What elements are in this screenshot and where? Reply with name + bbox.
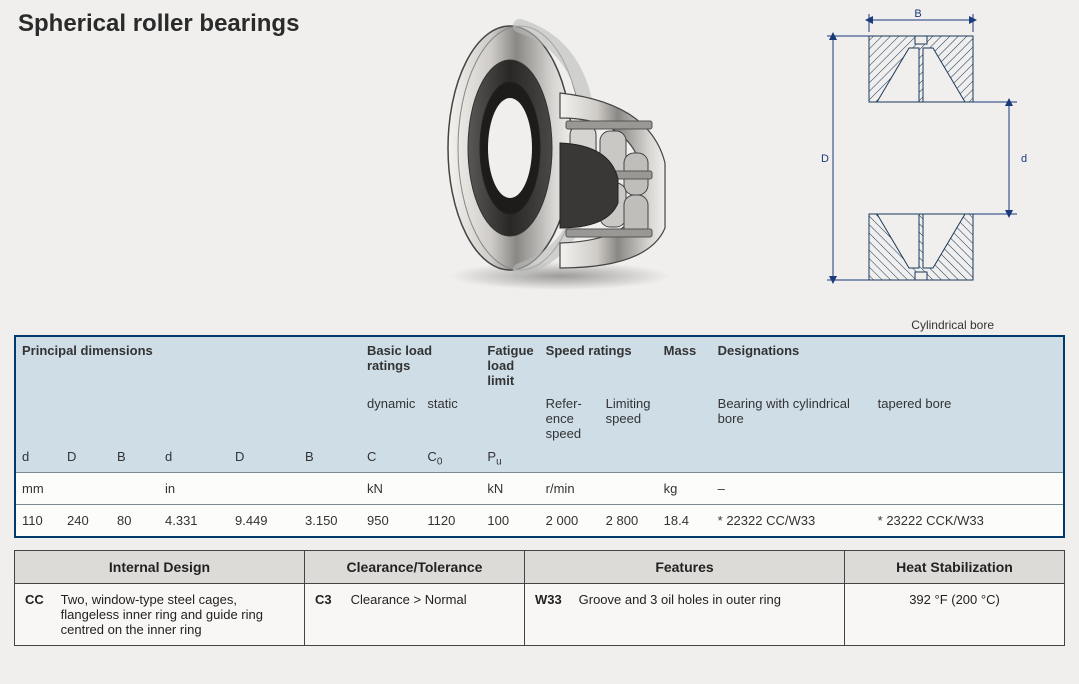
sub-tapered: tapered bore [872,392,1064,445]
props-row: CC Two, window-type steel cages, flangel… [15,583,1065,645]
hdr-designations: Designations [712,336,1064,392]
sym-C: C [361,445,421,472]
sub-refspeed: Refer-ence speed [540,392,600,445]
val-refspeed: 2 000 [540,504,600,537]
col-internal: Internal Design [15,550,305,583]
spec-table: Principal dimensions Basic load ratings … [14,335,1065,538]
sub-dynamic: dynamic [361,392,421,445]
val-C0: 1120 [421,504,481,537]
val-B-in: 3.150 [299,504,361,537]
hdr-mass: Mass [658,336,712,392]
val-desig-cyl: * 22322 CC/W33 [712,504,872,537]
unit-kN: kN [361,472,481,504]
internal-code: CC [25,592,57,607]
val-mass: 18.4 [658,504,712,537]
unit-dash: – [712,472,1064,504]
val-D-mm: 240 [61,504,111,537]
sub-static: static [421,392,481,445]
col-clearance: Clearance/Tolerance [305,550,525,583]
val-D-in: 9.449 [229,504,299,537]
dim-label-d: d [1021,153,1027,165]
sym-D2: D [229,445,299,472]
hdr-principal: Principal dimensions [15,336,361,392]
val-Pu: 100 [481,504,539,537]
sym-B2: B [299,445,361,472]
features-code: W33 [535,592,575,607]
val-limspeed: 2 800 [600,504,658,537]
unit-mm: mm [15,472,159,504]
hdr-basic-load: Basic load ratings [361,336,481,392]
sym-d2: d [159,445,229,472]
bearing-illustration [420,8,690,293]
clearance-code: C3 [315,592,347,607]
props-table: Internal Design Clearance/Tolerance Feat… [14,550,1065,646]
val-d-mm: 110 [15,504,61,537]
unit-kg: kg [658,472,712,504]
val-B-mm: 80 [111,504,159,537]
heat-text: 392 °F (200 °C) [845,583,1065,645]
sym-B: B [111,445,159,472]
sym-D: D [61,445,111,472]
internal-text: Two, window-type steel cages, flangeless… [61,592,292,637]
col-heat: Heat Stabilization [845,550,1065,583]
dim-label-D: D [821,153,829,165]
unit-kN2: kN [481,472,539,504]
sym-Pu: Pu [481,445,539,472]
val-C: 950 [361,504,421,537]
data-row: 110 240 80 4.331 9.449 3.150 950 1120 10… [15,504,1064,537]
dim-label-B: B [914,8,921,20]
sym-d: d [15,445,61,472]
diagram-caption: Cylindrical bore [911,318,994,332]
sym-C0: C0 [421,445,481,472]
clearance-text: Clearance > Normal [351,592,512,607]
dimension-diagram: B D d [791,8,1051,308]
hdr-fatigue: Fatigue load limit [481,336,539,392]
unit-rmin: r/min [540,472,658,504]
col-features: Features [525,550,845,583]
sub-bearing-cyl: Bearing with cylindrical bore [712,392,872,445]
features-text: Groove and 3 oil holes in outer ring [579,592,832,607]
val-d-in: 4.331 [159,504,229,537]
hdr-speed: Speed ratings [540,336,658,392]
top-area: Spherical roller bearings [0,0,1079,335]
val-desig-tap: * 23222 CCK/W33 [872,504,1064,537]
unit-in: in [159,472,361,504]
sub-limitspeed: Limiting speed [600,392,658,445]
